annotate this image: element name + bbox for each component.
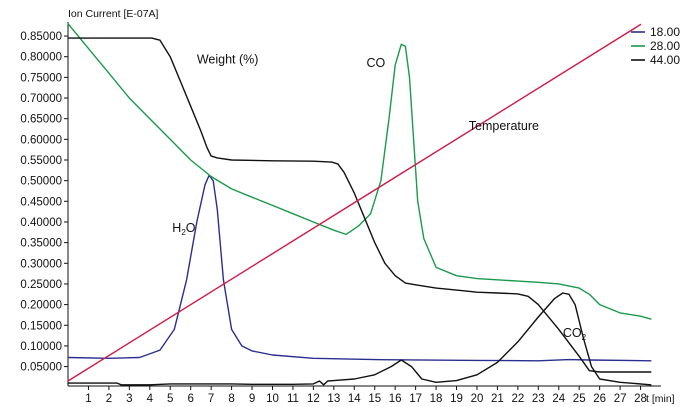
x-tick-label: 7 xyxy=(208,393,214,405)
annotation-label-2: CO xyxy=(367,56,386,70)
x-tick-label: 18 xyxy=(430,393,443,405)
y-tick-label: 0.65000 xyxy=(20,114,62,126)
series-line-2 xyxy=(67,23,652,320)
data-series xyxy=(67,23,652,386)
y-tick-label: 0.85000 xyxy=(20,31,62,43)
x-tick-label: 16 xyxy=(389,393,402,405)
y-tick-label: 0.15000 xyxy=(20,320,62,332)
annotation-label-1: Weight (%) xyxy=(197,53,259,67)
x-tick-label: 9 xyxy=(249,393,255,405)
y-tick-label: 0.35000 xyxy=(20,238,62,250)
x-tick-label: 14 xyxy=(348,393,361,405)
x-tick-label: 2 xyxy=(106,393,112,405)
x-tick-label: 4 xyxy=(147,393,154,405)
legend-entry: 28.00 xyxy=(650,39,680,53)
legend-entry: 44.00 xyxy=(650,53,680,67)
y-tick-label: 0.20000 xyxy=(20,300,62,312)
x-tick-label: 3 xyxy=(126,393,132,405)
y-tick-label: 0.50000 xyxy=(20,176,62,188)
x-tick-label: 1 xyxy=(85,393,91,405)
y-tick-label: 0.75000 xyxy=(20,72,62,84)
x-tick-label: 24 xyxy=(552,393,565,405)
y-tick-label: 0.80000 xyxy=(20,52,62,64)
x-tick-label: 21 xyxy=(491,393,504,405)
y-axis-title: Ion Current [E-07A] xyxy=(68,8,159,20)
x-tick-label: 27 xyxy=(614,393,627,405)
series-line-5 xyxy=(67,23,642,382)
axes: 0.05000 0.10000 0.15000 0.20000 0.25000 0.300… xyxy=(20,22,661,405)
y-tick-label: 0.70000 xyxy=(20,93,62,105)
series-line-1 xyxy=(67,174,652,362)
x-tick-label: 22 xyxy=(511,393,524,405)
series-line-3 xyxy=(67,37,652,373)
x-tick-label: 15 xyxy=(368,393,381,405)
y-tick-label: 0.60000 xyxy=(20,134,62,146)
x-tick-label: 20 xyxy=(471,393,484,405)
y-tick-label: 0.25000 xyxy=(20,279,62,291)
x-tick-label: 23 xyxy=(532,393,545,405)
y-tick-label: 0.05000 xyxy=(20,362,62,374)
annotation-label-3: Temperature xyxy=(469,119,539,133)
x-tick-label: 28 xyxy=(634,393,647,405)
annotation-label-5: CO2 xyxy=(563,326,587,342)
y-tick-label: 0.40000 xyxy=(20,217,62,229)
x-tick-label: 11 xyxy=(287,393,299,405)
x-tick-label: 17 xyxy=(409,393,422,405)
x-tick-label: 6 xyxy=(187,393,193,405)
x-axis-title: t [min] xyxy=(646,393,675,405)
y-tick-label: 0.55000 xyxy=(20,155,62,167)
legend-entry: 18.00 xyxy=(650,25,680,39)
y-tick-label: 0.45000 xyxy=(20,196,62,208)
x-tick-label: 13 xyxy=(327,393,340,405)
annotation-label-4: H2O xyxy=(172,221,195,237)
x-tick-label: 25 xyxy=(573,393,586,405)
x-tick-label: 26 xyxy=(593,393,606,405)
x-tick-label: 19 xyxy=(450,393,463,405)
y-tick-label: 0.10000 xyxy=(20,341,62,353)
annotations: Weight (%) CO Temperature H2O CO2 xyxy=(172,53,586,342)
x-tick-label: 12 xyxy=(307,393,320,405)
x-tick-label: 10 xyxy=(266,393,279,405)
series-line-4 xyxy=(67,292,652,386)
x-tick-label: 5 xyxy=(167,393,173,405)
x-tick-label: 8 xyxy=(228,393,234,405)
y-tick-label: 0.30000 xyxy=(20,258,62,270)
